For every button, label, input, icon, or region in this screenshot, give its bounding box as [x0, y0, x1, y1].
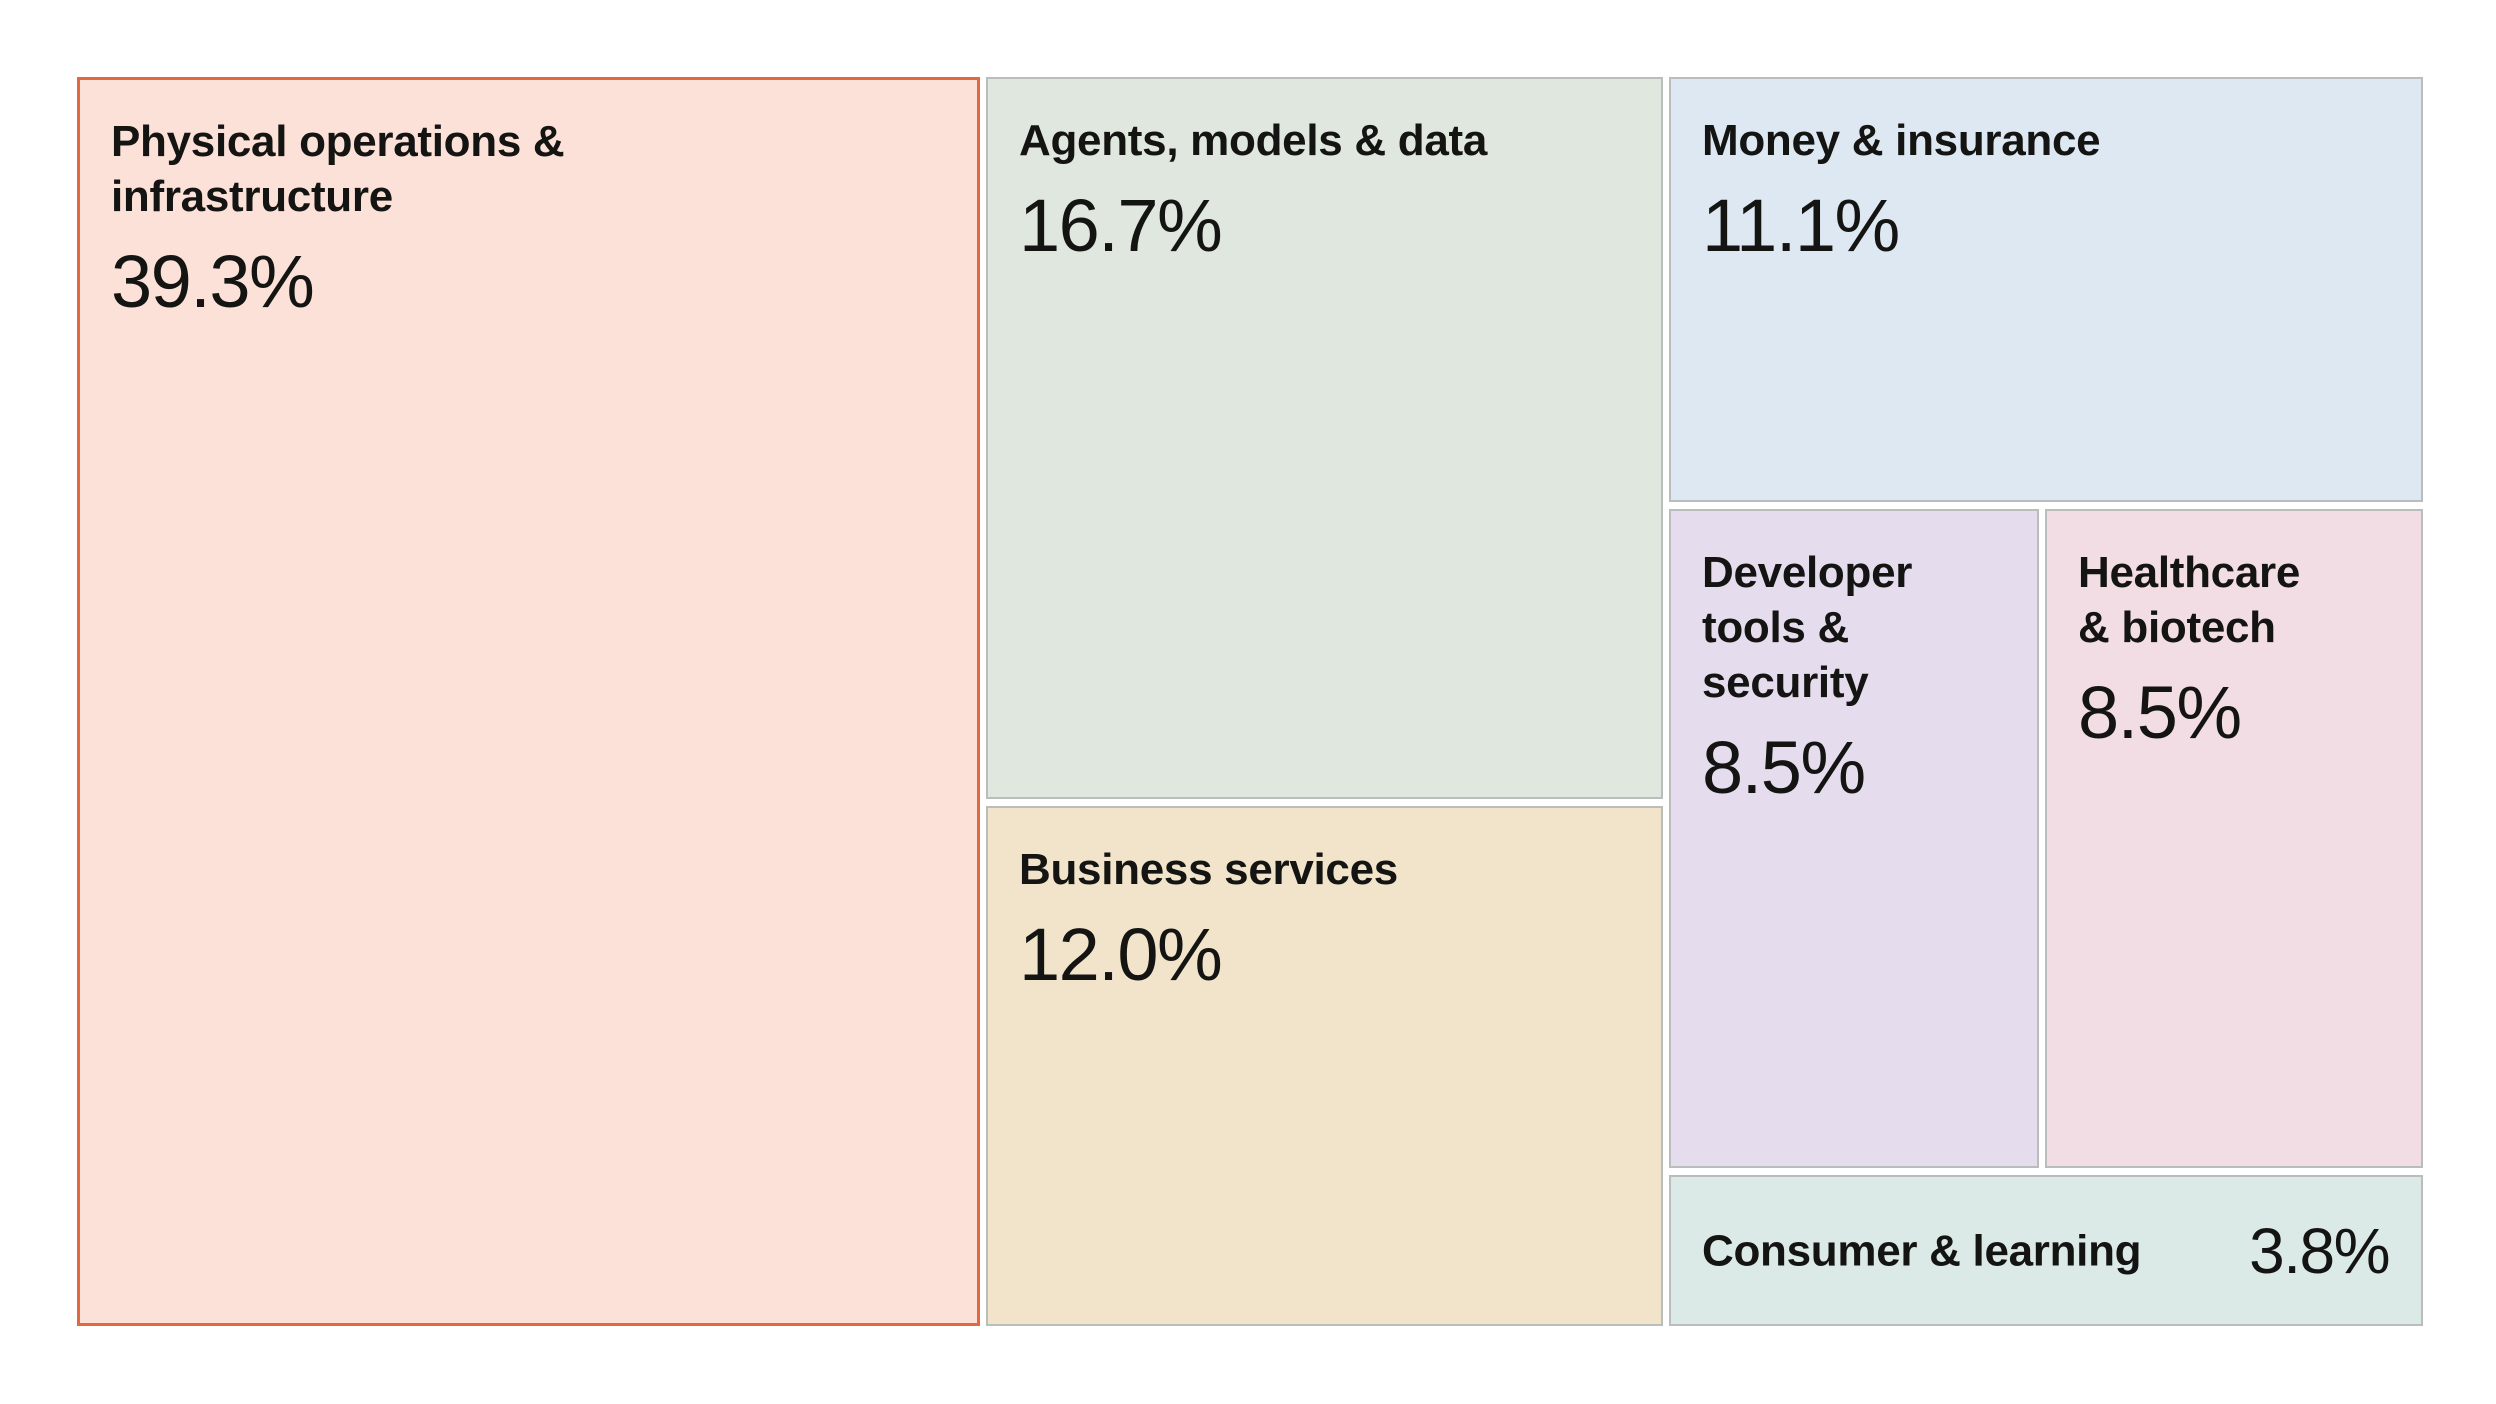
tile-consumer-and-learning: Consumer & learning 3.8% [1669, 1175, 2423, 1326]
tile-developer-tools-and-security: Developer tools & security 8.5% [1669, 509, 2039, 1168]
tile-label-line: Physical operations & [111, 117, 565, 166]
tile-label-line: Consumer & learning [1702, 1226, 2142, 1275]
tile-label-line: Developer [1702, 548, 1913, 597]
tile-label: Business services 12.0% [1019, 842, 1398, 995]
tile-label: Physical operations & infrastructure 39.3% [111, 114, 565, 323]
tile-label-line: security [1702, 658, 1869, 707]
tile-healthcare-and-biotech: Healthcare & biotech 8.5% [2045, 509, 2423, 1168]
tile-business-services: Business services 12.0% [986, 806, 1663, 1326]
tile-label-line: & biotech [2078, 603, 2276, 652]
tile-agents-models-and-data: Agents, models & data 16.7% [986, 77, 1663, 799]
tile-value: 11.1% [1702, 184, 1900, 267]
tile-value: 8.5% [2078, 671, 2242, 754]
tile-label-line: tools & [1702, 603, 1850, 652]
tile-label: Developer tools & security 8.5% [1702, 545, 1912, 808]
tile-label: Healthcare & biotech 8.5% [2078, 545, 2300, 753]
tile-label: Agents, models & data 16.7% [1019, 113, 1487, 266]
tile-money-and-insurance: Money & insurance 11.1% [1669, 77, 2423, 502]
tile-physical-operations-and-infrastructure: Physical operations & infrastructure 39.3% [77, 77, 980, 1326]
tile-label-line: infrastructure [111, 172, 393, 221]
tile-value: 12.0% [1019, 913, 1223, 996]
tile-label: Consumer & learning [1702, 1223, 2142, 1278]
tile-value: 8.5% [1702, 726, 1866, 809]
tile-value: 3.8% [2249, 1214, 2390, 1287]
tile-label-line: Business services [1019, 845, 1398, 894]
tile-label-line: Agents, models & data [1019, 116, 1488, 165]
tile-label-line: Money & insurance [1702, 116, 2101, 165]
tile-label: Money & insurance 11.1% [1702, 113, 2101, 267]
tile-value: 39.3% [111, 240, 315, 323]
tile-label-line: Healthcare [2078, 548, 2301, 597]
tile-value: 16.7% [1019, 184, 1223, 267]
